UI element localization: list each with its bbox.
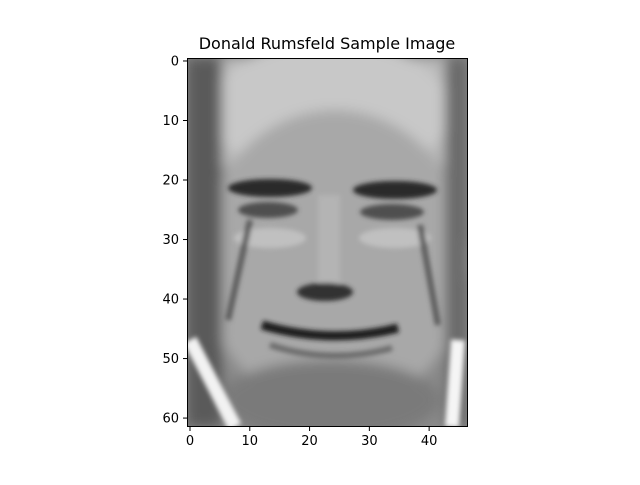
x-tick-label: 0 (186, 434, 194, 449)
y-axis: 0 10 20 30 40 50 60 (162, 54, 187, 427)
image-frame (187, 58, 468, 427)
x-tick-label: 10 (242, 434, 259, 449)
y-tick-label: 10 (162, 114, 179, 129)
x-axis: 0 10 20 30 40 (186, 427, 438, 449)
image-spines (187, 58, 468, 427)
face-features (187, 179, 465, 427)
x-tick-label: 40 (421, 434, 438, 449)
chart-title: Donald Rumsfeld Sample Image (199, 34, 456, 53)
y-tick-label: 0 (171, 54, 179, 69)
y-tick-label: 40 (162, 293, 179, 308)
y-tick-label: 20 (162, 174, 179, 189)
y-tick-label: 30 (162, 233, 179, 248)
y-tick-label: 60 (162, 412, 179, 427)
x-tick-label: 20 (301, 434, 318, 449)
y-tick-label: 50 (162, 352, 179, 367)
x-tick-label: 30 (361, 434, 378, 449)
image-area (187, 58, 468, 427)
